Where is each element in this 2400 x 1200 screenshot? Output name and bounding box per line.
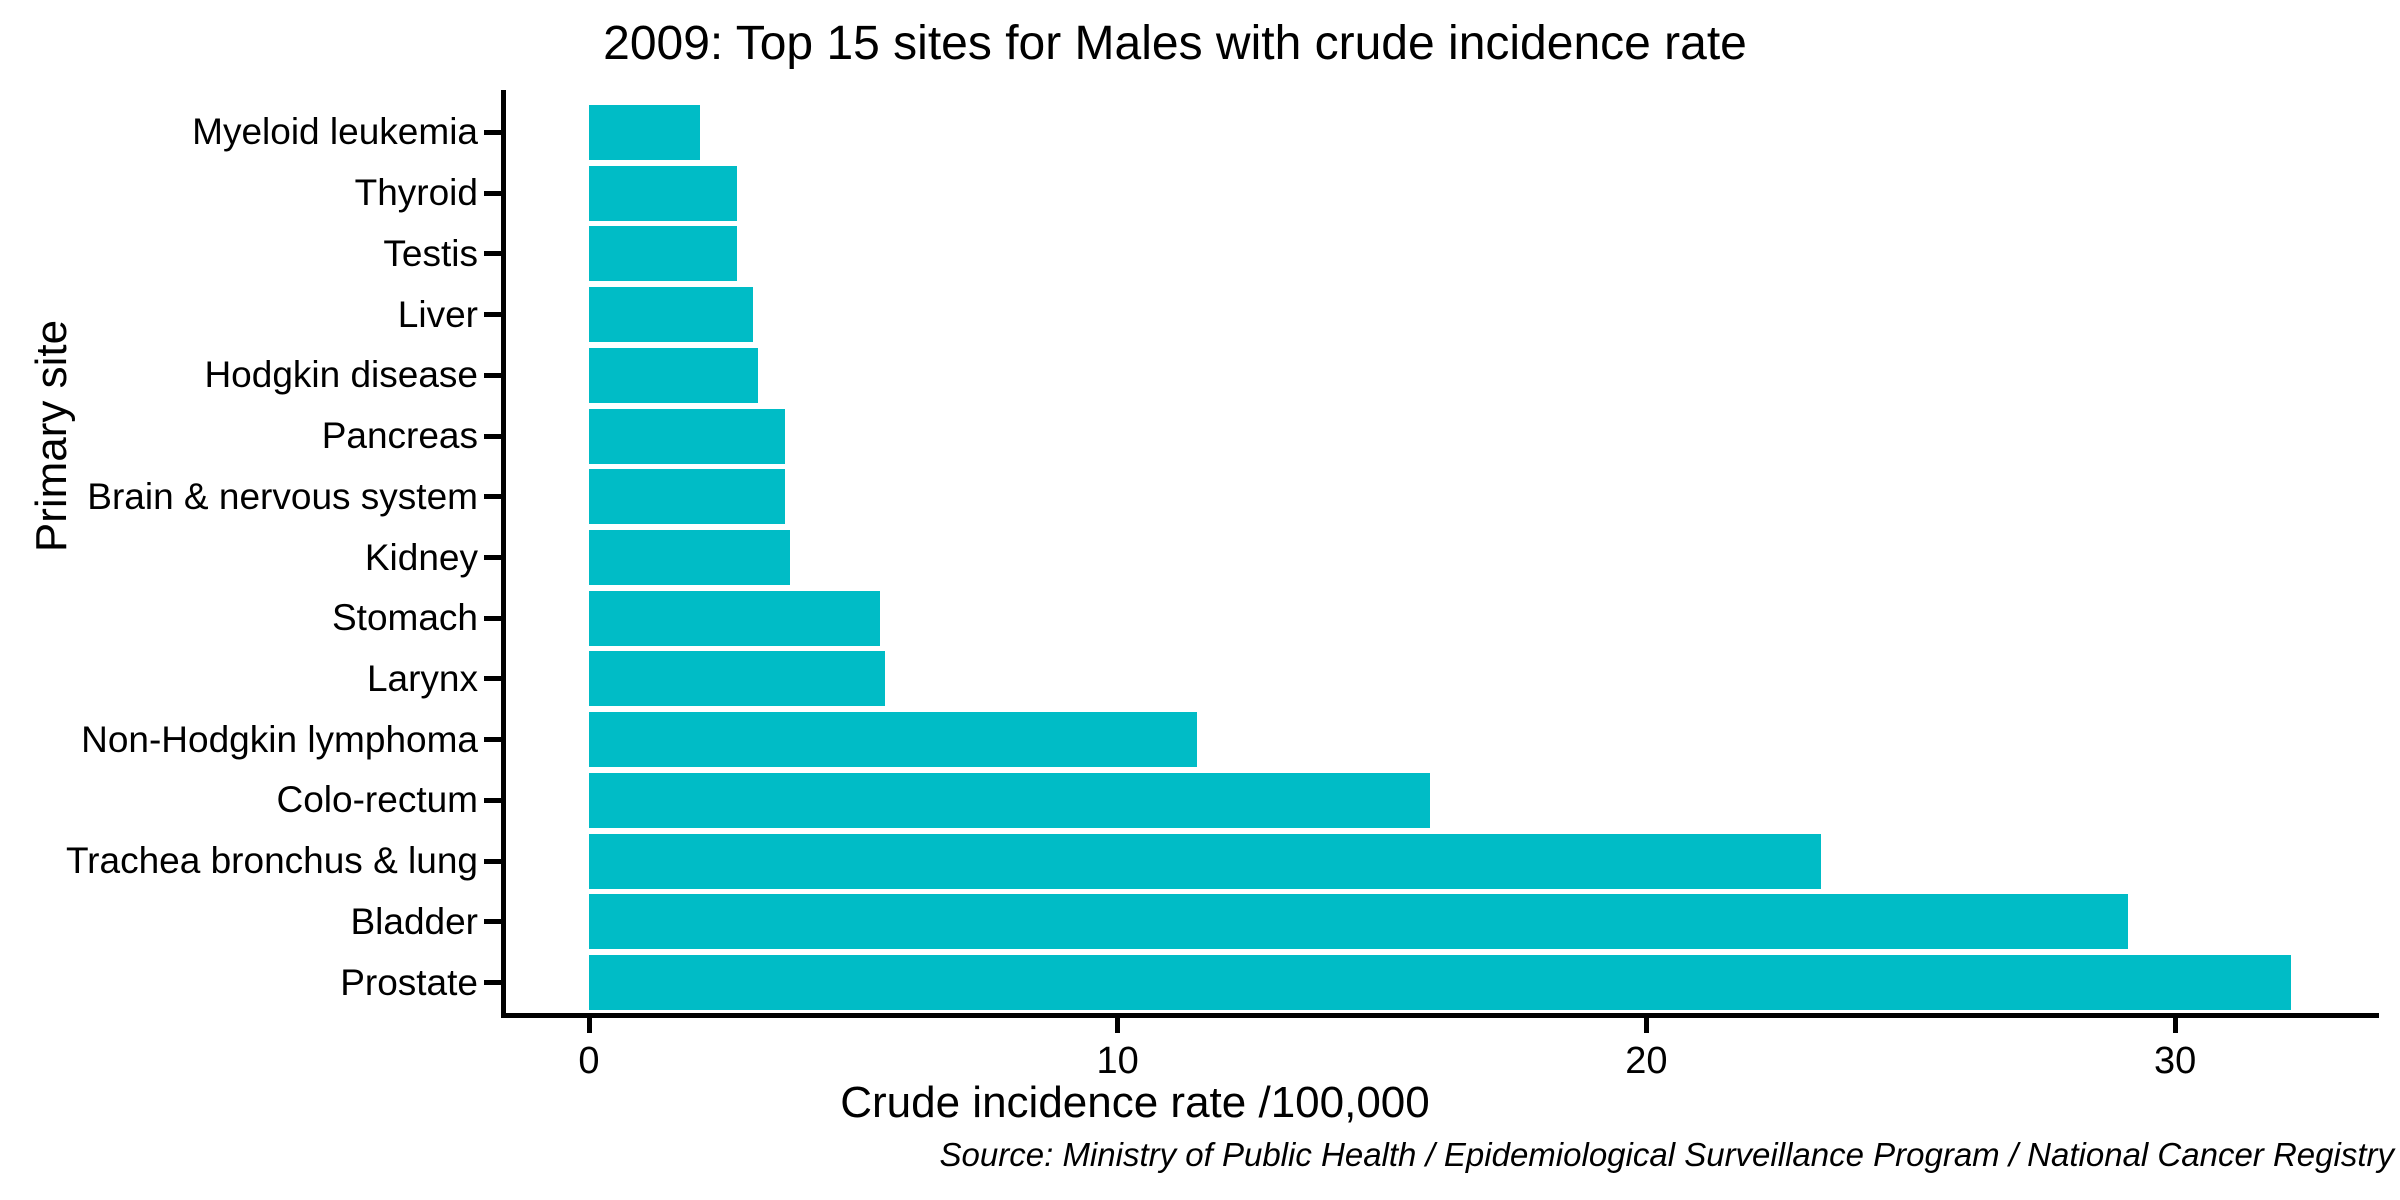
y-axis-tick <box>484 555 501 560</box>
category-label: Testis <box>383 232 478 274</box>
category-label: Prostate <box>340 961 478 1003</box>
category-label: Pancreas <box>321 415 478 457</box>
bar-brain-nervous-system <box>589 469 785 525</box>
category-label: Colo-rectum <box>276 779 479 821</box>
bar-pancreas <box>589 408 785 464</box>
bar-trachea-bronchus-lung <box>589 833 1821 889</box>
bar-liver <box>589 287 753 343</box>
bar-thyroid <box>589 165 738 221</box>
bar-larynx <box>589 651 886 707</box>
y-axis-tick <box>484 858 501 864</box>
bar-myeloid-leukemia <box>589 104 701 160</box>
y-axis-tick <box>484 129 501 135</box>
bar-stomach <box>589 590 880 646</box>
category-label: Bladder <box>350 900 478 942</box>
y-axis-tick <box>484 494 501 500</box>
x-tick-label: 0 <box>578 1040 600 1082</box>
y-axis-tick <box>484 372 501 378</box>
bar-hodgkin-disease <box>589 347 759 403</box>
bar-testis <box>589 226 738 282</box>
bar-prostate <box>589 955 2292 1011</box>
y-axis-tick <box>484 676 501 682</box>
category-label: Stomach <box>331 597 478 639</box>
x-tick-label: 10 <box>1096 1040 1139 1082</box>
bar-bladder <box>589 894 2128 950</box>
category-label: Brain & nervous system <box>87 475 478 517</box>
x-tick-label: 20 <box>1625 1040 1668 1082</box>
y-axis-tick <box>484 797 501 803</box>
y-axis-tick <box>484 190 501 196</box>
y-axis-spine <box>501 90 506 1018</box>
category-label: Thyroid <box>354 172 478 214</box>
bar-kidney <box>589 530 790 585</box>
category-label: Liver <box>397 293 478 335</box>
category-label: Trachea bronchus & lung <box>65 840 478 882</box>
x-axis-tick <box>2172 1018 2178 1033</box>
category-label: Myeloid leukemia <box>192 111 478 153</box>
source-note: Source: Ministry of Public Health / Epid… <box>939 1136 2394 1173</box>
category-label: Hodgkin disease <box>204 354 478 396</box>
x-axis-tick <box>586 1018 592 1033</box>
y-axis-tick <box>484 615 501 621</box>
x-axis-tick <box>1643 1018 1649 1033</box>
x-axis-spine <box>501 1013 2379 1018</box>
y-axis-tick <box>484 737 501 743</box>
category-label: Kidney <box>364 536 478 578</box>
category-label: Non-Hodgkin lymphoma <box>81 718 478 760</box>
x-tick-label: 30 <box>2153 1040 2197 1082</box>
y-axis-tick <box>484 980 501 986</box>
y-axis-tick <box>484 433 501 439</box>
chart-title: 2009: Top 15 sites for Males with crude … <box>603 17 1747 70</box>
x-axis-tick <box>1115 1018 1121 1033</box>
y-axis-tick <box>484 312 501 318</box>
bar-non-hodgkin-lymphoma <box>589 712 1197 768</box>
y-axis-tick <box>484 919 501 925</box>
bar-colo-rectum <box>589 772 1430 828</box>
x-axis-label: Crude incidence rate /100,000 <box>840 1078 1430 1127</box>
y-axis-tick <box>484 251 501 257</box>
category-label: Larynx <box>366 657 478 699</box>
